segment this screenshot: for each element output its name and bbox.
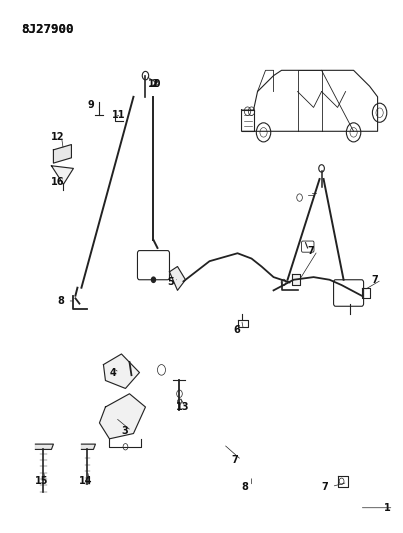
Circle shape [152, 277, 156, 282]
Text: 8: 8 [57, 296, 64, 306]
Text: 8J27900: 8J27900 [21, 22, 74, 36]
FancyBboxPatch shape [334, 280, 364, 306]
FancyBboxPatch shape [301, 241, 314, 252]
Text: 10: 10 [147, 78, 161, 88]
Text: 6: 6 [233, 325, 240, 335]
Text: 13: 13 [175, 402, 189, 412]
Polygon shape [100, 394, 145, 439]
Text: 12: 12 [52, 132, 65, 142]
Text: 9: 9 [87, 100, 94, 110]
Text: 11: 11 [112, 110, 125, 120]
Polygon shape [104, 354, 139, 389]
Polygon shape [81, 444, 96, 449]
Text: 7: 7 [322, 481, 328, 491]
Text: 8: 8 [241, 481, 248, 491]
Text: 8J27900: 8J27900 [21, 22, 74, 36]
Text: 7: 7 [372, 274, 378, 285]
Polygon shape [291, 274, 299, 285]
Polygon shape [170, 266, 185, 290]
Text: 16: 16 [52, 176, 65, 187]
Text: 2: 2 [152, 78, 158, 88]
Polygon shape [52, 166, 73, 184]
Text: 15: 15 [35, 477, 49, 486]
Text: 7: 7 [307, 246, 314, 256]
Text: 4: 4 [110, 368, 116, 377]
Text: 3: 3 [121, 426, 128, 436]
Text: 1: 1 [384, 503, 391, 513]
Polygon shape [54, 144, 71, 163]
Polygon shape [35, 444, 54, 449]
Text: 7: 7 [231, 455, 238, 465]
FancyBboxPatch shape [137, 251, 170, 280]
Text: 14: 14 [79, 477, 93, 486]
Text: 5: 5 [168, 277, 174, 287]
